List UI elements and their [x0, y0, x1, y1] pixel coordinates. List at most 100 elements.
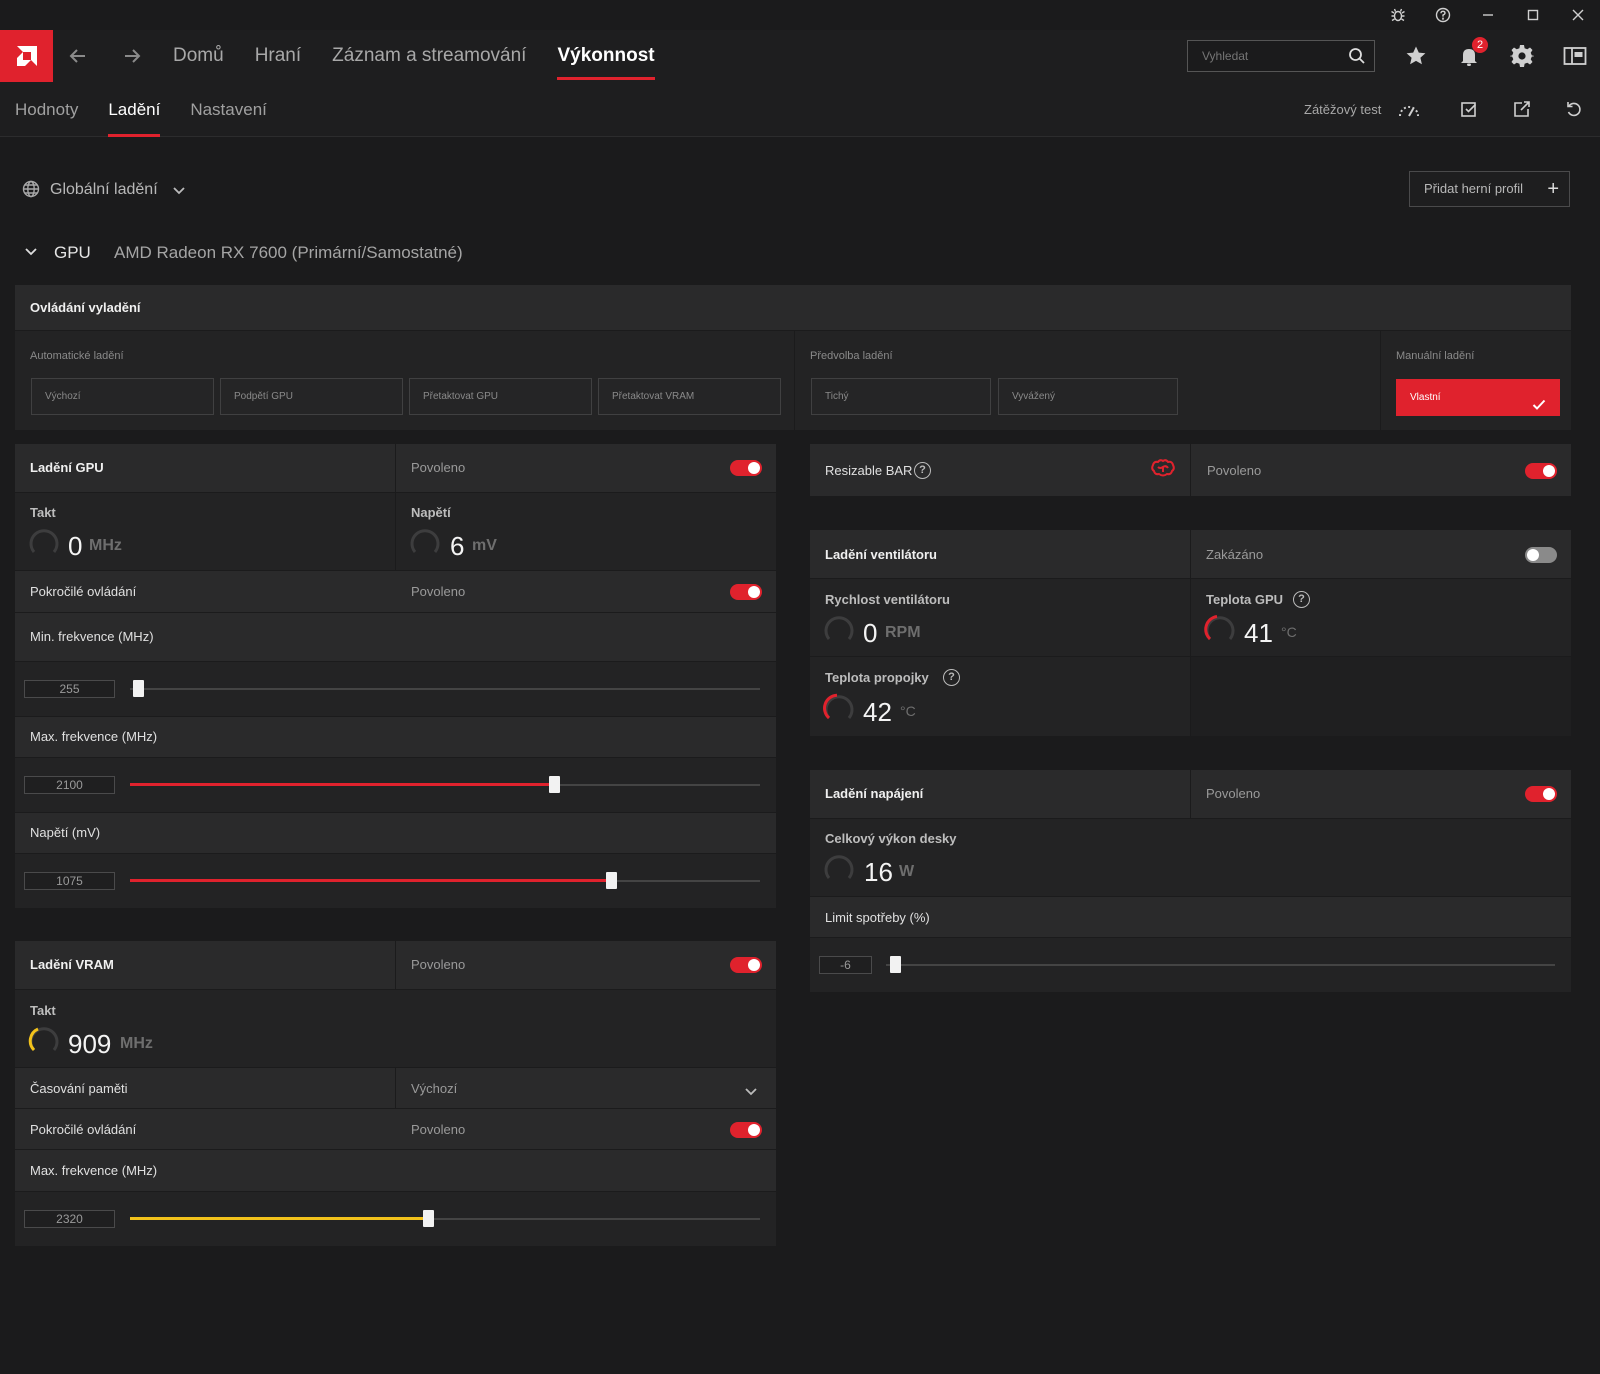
preset-overclock-vram-button[interactable]: Přetaktovat VRAM: [598, 378, 781, 415]
favorites-star-icon[interactable]: [1403, 43, 1429, 69]
help-question-icon[interactable]: ?: [1293, 591, 1310, 608]
max-freq-slider-handle[interactable]: [549, 776, 561, 793]
vram-max-freq-slider-fill: [130, 1217, 427, 1220]
tab-settings[interactable]: Nastavení: [190, 100, 267, 119]
fan-tuning-status: Zakázáno: [1206, 547, 1264, 562]
fan-speed-value: 0: [863, 618, 878, 648]
gpu-advanced-row: [15, 571, 776, 612]
search-icon[interactable]: [1348, 47, 1366, 70]
board-power-cell: [810, 819, 1571, 896]
nav-gaming[interactable]: Hraní: [254, 45, 302, 66]
power-tuning-toggle[interactable]: [1525, 786, 1557, 802]
stress-test-label[interactable]: Zátěžový test: [1304, 102, 1382, 117]
gpu-temp-value: 41: [1244, 618, 1273, 648]
max-freq-input[interactable]: 2100: [24, 776, 115, 794]
reset-icon[interactable]: [1565, 100, 1585, 120]
vram-max-freq-slider-track[interactable]: [130, 1218, 760, 1220]
gpu-clock-label: Takt: [30, 505, 56, 520]
preset-undervolt-button[interactable]: Podpětí GPU: [220, 378, 403, 415]
search-box[interactable]: [1187, 40, 1375, 72]
min-freq-slider-track[interactable]: [130, 688, 760, 690]
junction-temp-value: 42: [863, 697, 892, 727]
preset-balanced-button[interactable]: Vyvážený: [998, 378, 1178, 415]
voltage-mv-input[interactable]: 1075: [24, 872, 115, 890]
fan-tuning-title: Ladění ventilátoru: [825, 547, 937, 562]
divider: [395, 1068, 396, 1149]
resizable-bar-status-cell: [1191, 444, 1571, 496]
chevron-down-icon[interactable]: [172, 183, 186, 201]
preset-quiet-button[interactable]: Tichý: [811, 378, 991, 415]
globe-icon[interactable]: [22, 180, 40, 203]
smart-brain-icon: [1150, 458, 1176, 485]
fan-tuning-toggle[interactable]: [1525, 547, 1557, 563]
fan-tuning-header: [810, 530, 1190, 578]
gpu-voltage-gauge-icon: [410, 529, 440, 553]
gpu-voltage-unit: mV: [472, 537, 497, 554]
tab-tuning[interactable]: Ladění: [108, 82, 161, 137]
power-limit-input[interactable]: -6: [819, 956, 872, 974]
preset-overclock-gpu-button[interactable]: Přetaktovat GPU: [409, 378, 592, 415]
min-freq-input[interactable]: 255: [24, 680, 115, 698]
memory-timing-select[interactable]: Výchozí: [411, 1081, 458, 1096]
close-icon[interactable]: [1555, 0, 1600, 30]
gpu-temp-cell: [1191, 579, 1571, 656]
export-profile-icon[interactable]: [1460, 100, 1480, 120]
power-tuning-title: Ladění napájení: [825, 786, 924, 801]
gpu-voltage-value: 6: [450, 531, 465, 561]
global-tuning-dropdown[interactable]: Globální ladění: [50, 181, 158, 198]
nav-home[interactable]: Domů: [173, 45, 224, 66]
min-freq-slider-handle[interactable]: [133, 680, 145, 697]
vram-advanced-label: Pokročilé ovládání: [30, 1122, 137, 1137]
gpu-temp-unit: °C: [1281, 624, 1297, 640]
sub-tabs: Hodnoty Ladění Nastavení: [15, 82, 297, 137]
gpu-advanced-label: Pokročilé ovládání: [30, 584, 137, 599]
share-icon[interactable]: [1513, 100, 1533, 120]
stress-test-gauge-icon[interactable]: [1398, 100, 1419, 120]
manual-tuning-label: Manuální ladění: [1396, 350, 1475, 362]
gpu-advanced-toggle[interactable]: [730, 584, 762, 600]
sub-nav: Hodnoty Ladění Nastavení Zátěžový test: [0, 82, 1600, 137]
checkmark-icon: [1532, 390, 1546, 427]
power-limit-slider-handle[interactable]: [889, 956, 901, 973]
add-game-profile-button[interactable]: Přidat herní profil +: [1409, 171, 1570, 207]
help-question-icon[interactable]: ?: [914, 462, 931, 479]
settings-gear-icon[interactable]: [1509, 43, 1535, 69]
vram-advanced-toggle[interactable]: [730, 1122, 762, 1138]
notifications-bell-icon[interactable]: 2: [1456, 37, 1488, 69]
vram-tuning-status: Povoleno: [411, 957, 466, 972]
power-tuning-header: [810, 770, 1190, 818]
maximize-icon[interactable]: [1510, 0, 1555, 30]
voltage-header: [15, 813, 776, 853]
vram-clock-unit: MHz: [120, 1035, 153, 1052]
tab-metrics[interactable]: Hodnoty: [15, 100, 79, 119]
empty-cell: [1191, 657, 1571, 736]
bug-icon[interactable]: [1375, 0, 1420, 30]
tuning-control-title: Ovládání vyladění: [30, 300, 141, 315]
voltage-slider-handle[interactable]: [605, 872, 617, 889]
preset-custom-label: Vlastní: [1410, 392, 1441, 403]
forward-arrow-icon[interactable]: [120, 44, 144, 68]
vram-tuning-toggle[interactable]: [730, 957, 762, 973]
resizable-bar-toggle[interactable]: [1525, 463, 1557, 479]
sidebar-layout-icon[interactable]: [1562, 43, 1588, 69]
gpu-tuning-toggle[interactable]: [730, 460, 762, 476]
search-input[interactable]: [1188, 41, 1338, 71]
top-nav: Domů Hraní Záznam a streamování Výkonnos…: [0, 30, 1600, 82]
help-icon[interactable]: [1420, 0, 1465, 30]
preset-default-button[interactable]: Výchozí: [31, 378, 214, 415]
nav-record-stream[interactable]: Záznam a streamování: [332, 45, 527, 66]
vram-max-freq-slider-handle[interactable]: [423, 1210, 435, 1227]
preset-custom-button[interactable]: Vlastní: [1396, 379, 1560, 416]
gpu-section-label: GPU: [54, 243, 91, 262]
amd-logo-icon[interactable]: [0, 30, 53, 82]
vram-max-freq-label: Max. frekvence (MHz): [30, 1163, 158, 1178]
minimize-icon[interactable]: [1465, 0, 1510, 30]
power-limit-slider-track[interactable]: [886, 964, 1555, 966]
help-question-icon[interactable]: ?: [943, 669, 960, 686]
nav-performance[interactable]: Výkonnost: [557, 30, 655, 82]
board-power-value: 16: [864, 857, 893, 887]
chevron-down-icon[interactable]: [744, 1084, 758, 1102]
gpu-collapse-chevron-icon[interactable]: [24, 244, 38, 262]
back-arrow-icon[interactable]: [66, 44, 90, 68]
vram-max-freq-input[interactable]: 2320: [24, 1210, 115, 1228]
